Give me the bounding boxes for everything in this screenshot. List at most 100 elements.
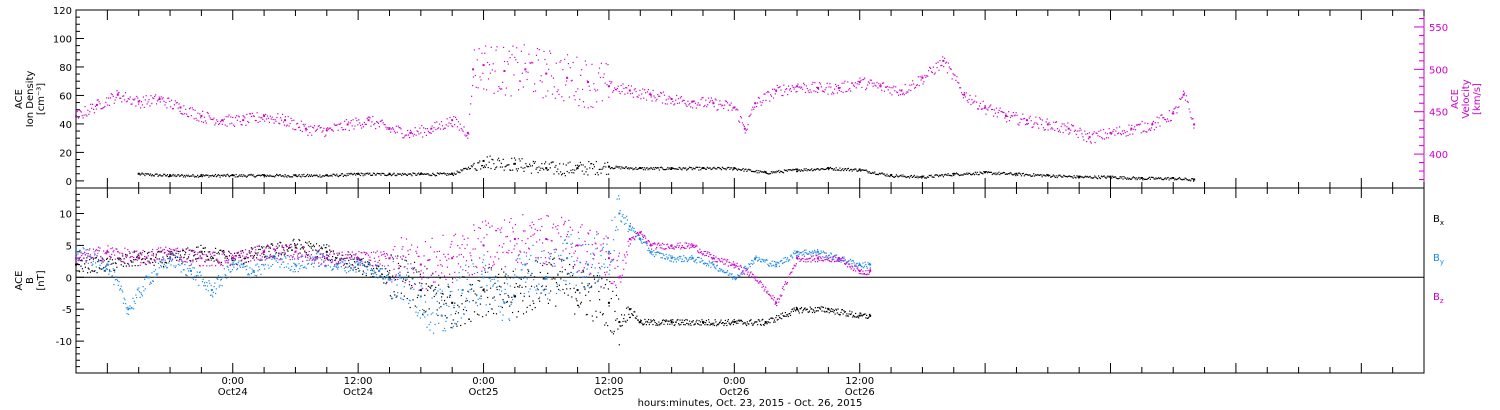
data-point	[209, 294, 212, 296]
data-point	[1039, 117, 1041, 119]
data-point	[319, 127, 321, 129]
data-point	[300, 256, 302, 258]
data-point	[402, 278, 405, 280]
data-point	[916, 175, 918, 177]
data-point	[126, 312, 128, 315]
data-point	[419, 295, 422, 298]
data-point	[551, 278, 553, 280]
data-point	[367, 269, 369, 271]
data-point	[376, 121, 378, 123]
data-point	[205, 288, 207, 290]
data-point	[620, 168, 622, 170]
data-point	[688, 104, 690, 106]
data-point	[718, 103, 720, 105]
data-point	[724, 272, 726, 274]
data-point	[643, 241, 645, 244]
data-point	[596, 172, 598, 174]
data-point	[816, 86, 819, 89]
data-point	[731, 321, 733, 323]
data-point	[722, 167, 724, 169]
data-point	[619, 210, 621, 212]
data-point	[1064, 125, 1066, 127]
data-point	[375, 127, 377, 130]
data-point	[200, 175, 202, 177]
data-point	[1049, 174, 1051, 176]
data-point	[733, 276, 735, 278]
data-point	[364, 265, 367, 268]
data-point	[771, 88, 774, 90]
data-point	[334, 256, 337, 259]
data-point	[93, 270, 95, 273]
data-point	[571, 296, 573, 298]
data-point	[372, 273, 375, 275]
data-point	[770, 263, 772, 265]
data-point	[721, 105, 723, 107]
data-point	[706, 324, 708, 326]
data-point	[271, 258, 273, 260]
data-point	[262, 118, 264, 121]
data-point	[451, 257, 454, 260]
data-point	[1102, 138, 1104, 140]
data-point	[827, 93, 829, 95]
data-point	[965, 173, 967, 175]
data-point	[892, 87, 894, 89]
data-point	[1046, 123, 1049, 126]
data-point	[438, 284, 440, 286]
data-point	[274, 176, 276, 178]
data-point	[235, 173, 237, 176]
data-point	[984, 104, 986, 107]
data-point	[930, 174, 932, 176]
data-point	[577, 270, 579, 273]
data-point	[641, 242, 643, 245]
data-point	[319, 253, 321, 255]
data-point	[470, 284, 472, 287]
data-point	[743, 266, 746, 268]
data-point	[627, 306, 629, 308]
data-point	[1061, 176, 1063, 178]
data-point	[720, 169, 723, 171]
data-point	[367, 263, 370, 266]
data-point	[106, 97, 108, 99]
data-point	[228, 276, 231, 278]
data-point	[102, 261, 104, 263]
data-point	[867, 81, 870, 83]
data-point	[122, 291, 124, 293]
data-point	[428, 132, 430, 134]
data-point	[889, 92, 891, 94]
data-point	[775, 263, 778, 266]
data-point	[1122, 178, 1124, 180]
data-point	[363, 272, 365, 274]
data-point	[604, 162, 606, 164]
data-point	[783, 169, 786, 171]
data-point	[683, 323, 685, 326]
data-point	[565, 84, 567, 86]
data-point	[720, 319, 722, 321]
data-point	[317, 125, 319, 127]
data-point	[653, 255, 656, 258]
data-point	[436, 121, 438, 123]
data-point	[721, 322, 723, 325]
data-point	[500, 290, 503, 292]
data-point	[819, 83, 822, 85]
data-point	[802, 88, 804, 90]
data-point	[363, 264, 365, 266]
data-point	[392, 173, 394, 175]
data-point	[640, 98, 642, 100]
data-point	[371, 272, 373, 274]
data-point	[816, 86, 818, 89]
data-point	[1050, 176, 1053, 178]
data-point	[1050, 128, 1052, 130]
data-point	[718, 167, 721, 169]
data-point	[219, 176, 221, 178]
data-point	[263, 253, 265, 256]
data-point	[349, 173, 351, 175]
data-point	[405, 174, 407, 176]
data-point	[545, 167, 548, 170]
data-point	[518, 89, 520, 91]
data-point	[983, 107, 985, 110]
data-point	[1177, 177, 1180, 180]
data-point	[722, 322, 724, 324]
data-point	[371, 269, 373, 271]
data-point	[404, 266, 406, 268]
data-point	[127, 308, 130, 311]
